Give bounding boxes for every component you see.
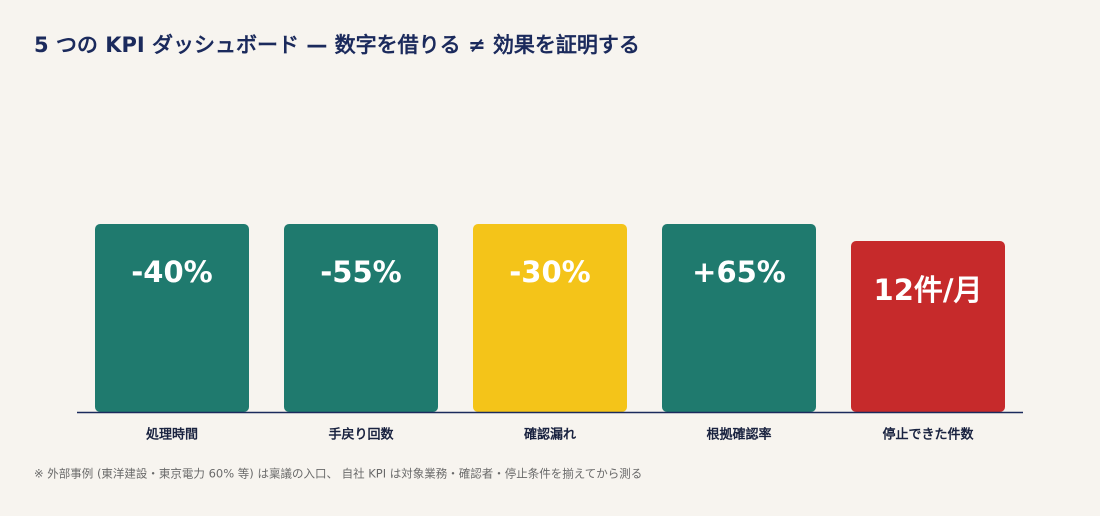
- kpi-card: [662, 224, 816, 412]
- kpi-value: -40%: [131, 255, 212, 289]
- kpi-value: +65%: [692, 255, 786, 289]
- kpi-card: [95, 224, 249, 412]
- kpi-label: 根拠確認率: [706, 427, 771, 443]
- footnote: ※ 外部事例 (東洋建設・東京電力 60% 等) は稟議の入口、 自社 KPI …: [34, 467, 642, 481]
- kpi-label: 処理時間: [145, 427, 198, 443]
- kpi-card: [851, 241, 1005, 412]
- kpi-label: 手戻り回数: [328, 427, 394, 443]
- kpi-value: -30%: [509, 255, 590, 289]
- kpi-card: [473, 224, 627, 412]
- kpi-label: 停止できた件数: [882, 427, 974, 443]
- kpi-value: 12件/月: [874, 273, 983, 307]
- kpi-label: 確認漏れ: [524, 427, 576, 443]
- kpi-card: [284, 224, 438, 412]
- title: 5 つの KPI ダッシュボード — 数字を借りる ≠ 効果を証明する: [34, 33, 640, 57]
- kpi-value: -55%: [320, 255, 401, 289]
